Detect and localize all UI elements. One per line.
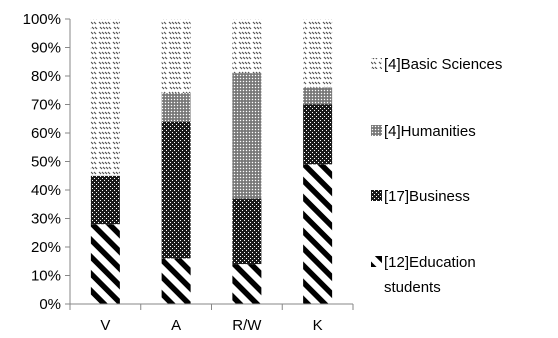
- bar-segment: [232, 264, 262, 304]
- bar-segment: [232, 73, 262, 199]
- bar-segment: [161, 121, 191, 259]
- bar-segment: [90, 19, 120, 176]
- bar-segment: [303, 164, 333, 304]
- y-tick-label: 50%: [31, 154, 61, 171]
- y-tick-label: 90%: [31, 40, 61, 57]
- bar-segment: [90, 175, 120, 225]
- legend-label: [17]Business: [384, 188, 470, 205]
- legend-label: [12]Education students: [384, 254, 476, 296]
- bar-segment: [90, 224, 120, 304]
- y-tick-label: 30%: [31, 211, 61, 228]
- y-tick-label: 100%: [23, 11, 61, 28]
- y-tick-label: 60%: [31, 125, 61, 142]
- x-tick-label: R/W: [232, 317, 262, 334]
- legend-swatch: [371, 190, 382, 201]
- legend-swatch: [371, 125, 382, 136]
- legend-label: [4]Humanities: [384, 123, 476, 140]
- bar-segment: [161, 258, 191, 304]
- bar-segment: [303, 87, 333, 105]
- y-axis: 0% 10% 20% 30% 40% 50% 60% 70% 80% 90% 100%: [23, 11, 71, 313]
- bar-segment: [161, 93, 191, 122]
- y-tick-label: 80%: [31, 68, 61, 85]
- legend: [4]Basic Sciences [4]Humanities [17]Busine…: [371, 56, 502, 296]
- x-tick-label: A: [171, 317, 181, 334]
- legend-swatch: [371, 256, 382, 267]
- bars: [90, 19, 333, 304]
- bar-segment: [232, 19, 262, 74]
- x-tick-label: K: [313, 317, 323, 334]
- bar-segment: [303, 104, 333, 165]
- y-tick-label: 0%: [39, 296, 61, 313]
- x-axis: V A R/W K: [69, 303, 354, 334]
- legend-swatch: [371, 58, 382, 69]
- y-tick-label: 10%: [31, 268, 61, 285]
- legend-label: [4]Basic Sciences: [384, 56, 502, 73]
- x-tick-label: V: [100, 317, 110, 334]
- y-tick-label: 20%: [31, 239, 61, 256]
- y-tick-label: 70%: [31, 97, 61, 114]
- bar-segment: [303, 19, 333, 88]
- y-tick-label: 40%: [31, 182, 61, 199]
- bar-segment: [232, 198, 262, 265]
- bar-segment: [161, 19, 191, 94]
